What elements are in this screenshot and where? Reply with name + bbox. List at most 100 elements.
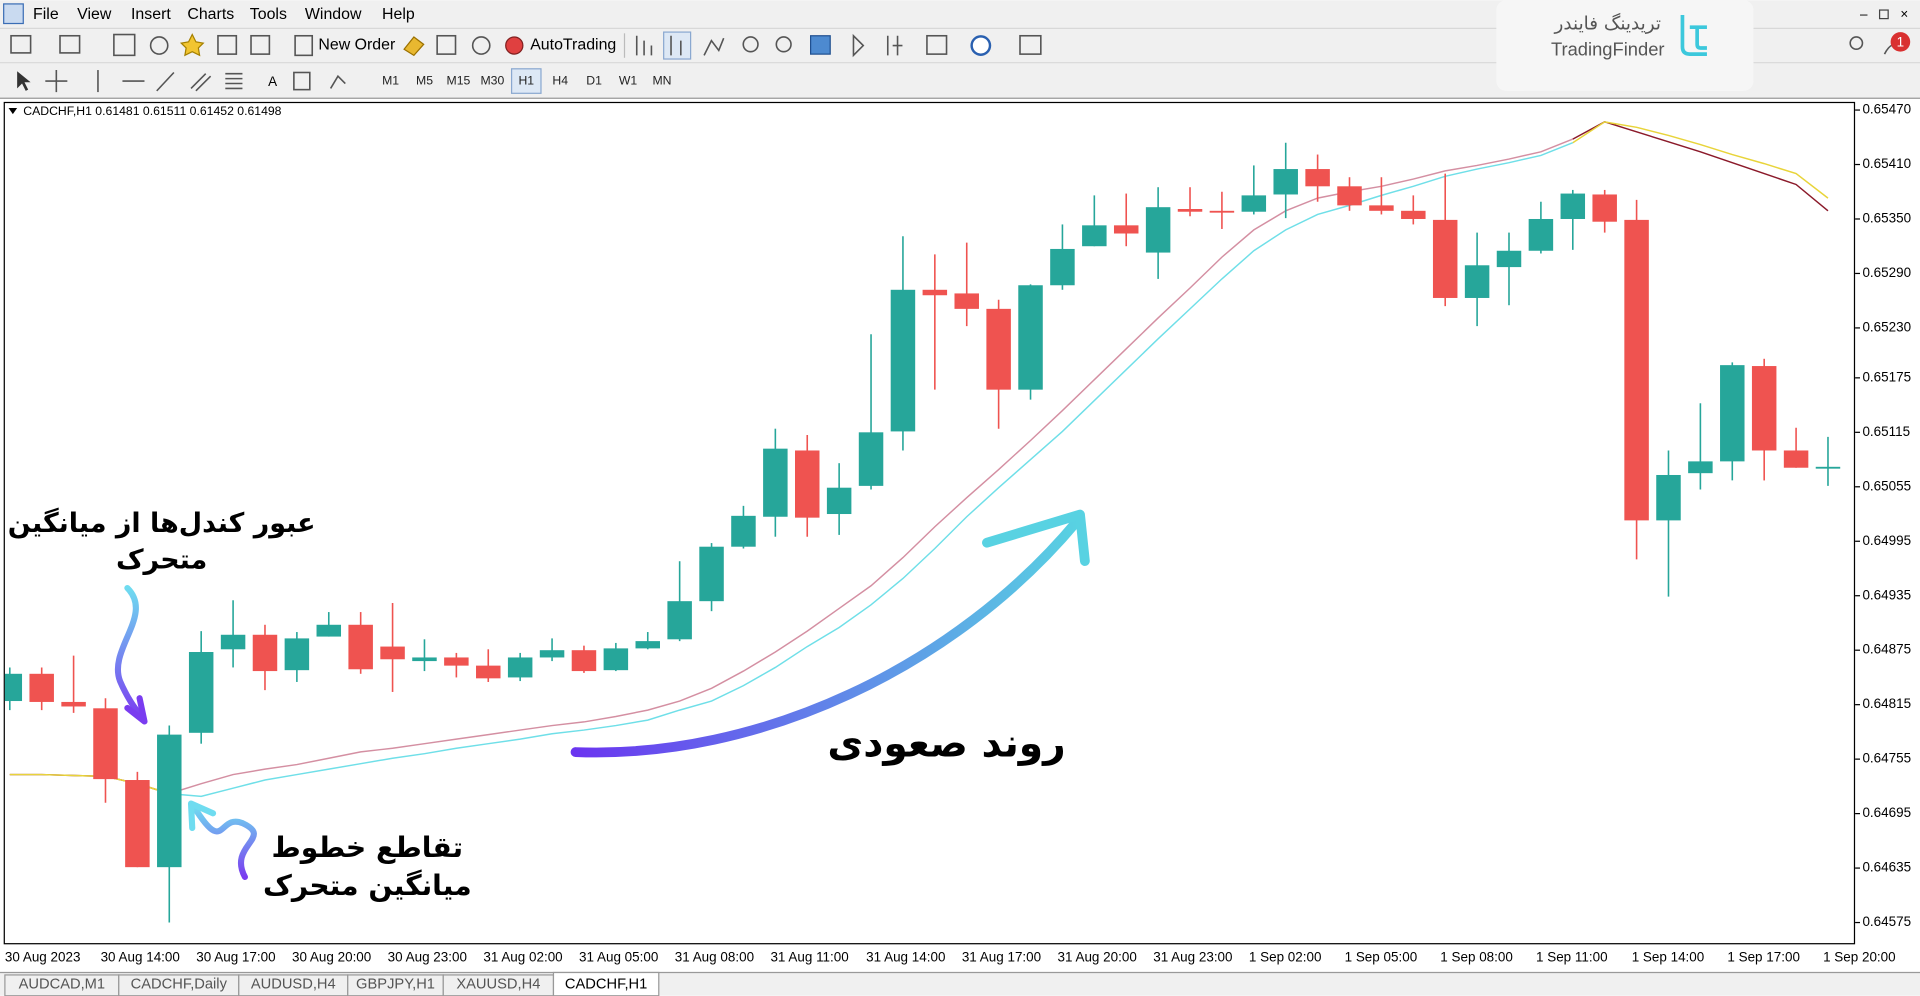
candle-body: [507, 657, 533, 678]
icon[interactable]: [886, 35, 903, 56]
candle-body: [795, 450, 820, 518]
tab[interactable]: CADCHF,Daily: [131, 977, 228, 993]
tab[interactable]: CADCHF,H1: [565, 977, 647, 993]
icon[interactable]: [670, 35, 682, 56]
app-icon: [3, 3, 24, 25]
minimize[interactable]: –: [1860, 7, 1868, 22]
y-tick-label: 0.65290: [1862, 265, 1911, 280]
y-tick-label: 0.65470: [1862, 102, 1911, 117]
candle-body: [1113, 225, 1139, 234]
y-tick-label: 0.64695: [1862, 805, 1911, 820]
timeframe[interactable]: M30: [480, 73, 504, 87]
arrows: [115, 509, 1090, 881]
icon[interactable]: [635, 35, 653, 56]
icon[interactable]: [1019, 34, 1042, 55]
menu-item[interactable]: Insert: [131, 6, 171, 23]
icon[interactable]: [59, 34, 81, 54]
timeframe[interactable]: H4: [552, 73, 568, 87]
search[interactable]: [1849, 36, 1864, 51]
icon[interactable]: [179, 33, 205, 57]
y-tick-label: 0.64815: [1862, 696, 1911, 711]
icon[interactable]: [225, 72, 243, 90]
menu-item[interactable]: Charts: [187, 6, 234, 23]
icon[interactable]: [293, 71, 311, 91]
notification-badge[interactable]: [1890, 32, 1911, 52]
icon[interactable]: [329, 74, 346, 89]
candle-body: [571, 650, 597, 672]
icon[interactable]: [505, 36, 524, 55]
icon[interactable]: [190, 73, 212, 92]
candle-body: [1050, 248, 1075, 286]
icon[interactable]: A: [268, 74, 277, 89]
tab[interactable]: AUDCAD,M1: [19, 977, 106, 993]
icon[interactable]: [742, 36, 759, 53]
x-tick-label: 1 Sep 05:00: [1345, 949, 1418, 964]
candle-body: [29, 673, 54, 702]
timeframe[interactable]: MN: [652, 73, 671, 87]
icon[interactable]: [403, 36, 425, 57]
candle-body: [1177, 208, 1203, 212]
candle-body: [1783, 450, 1809, 468]
x-tick-label: 31 Aug 02:00: [483, 949, 562, 964]
y-tick-label: 0.65055: [1862, 478, 1911, 493]
tab[interactable]: GBPJPY,H1: [356, 977, 435, 993]
candle-body: [667, 601, 692, 640]
icon[interactable]: [250, 34, 271, 55]
candle-body: [603, 648, 629, 671]
menu-item[interactable]: Help: [382, 6, 415, 23]
candle-body: [380, 646, 405, 660]
candle-body: [1528, 218, 1554, 251]
timeframe[interactable]: D1: [586, 73, 602, 87]
menu-item[interactable]: File: [33, 6, 59, 23]
candle-body: [986, 308, 1011, 390]
close[interactable]: ×: [1900, 7, 1908, 22]
menu-item[interactable]: View: [77, 6, 112, 23]
candle-body: [826, 487, 852, 515]
icon[interactable]: [663, 31, 692, 60]
menu-item[interactable]: Tools: [250, 6, 287, 23]
icon[interactable]: [149, 36, 169, 55]
candle-body: [699, 546, 724, 602]
icon[interactable]: [471, 36, 491, 55]
menu-item[interactable]: Window: [305, 6, 362, 23]
icon[interactable]: [113, 33, 136, 57]
tab[interactable]: AUDUSD,H4: [251, 977, 336, 993]
timeframe[interactable]: M5: [416, 73, 433, 87]
icon[interactable]: [775, 36, 792, 53]
y-tick-label: 0.65175: [1862, 369, 1911, 384]
icon[interactable]: [703, 37, 725, 56]
y-tick-label: 0.64755: [1862, 751, 1911, 766]
icon[interactable]: [156, 71, 175, 92]
icon[interactable]: [10, 34, 32, 54]
y-tick-label: 0.64935: [1862, 587, 1911, 602]
menu-bar: File View Insert Charts Tools Window Help: [33, 6, 415, 23]
tab[interactable]: XAUUSD,H4: [456, 977, 540, 993]
new-order[interactable]: New Order: [318, 37, 396, 54]
candle-body: [188, 652, 214, 733]
timeframe[interactable]: M1: [382, 73, 399, 87]
arrow: [115, 584, 146, 721]
timeframe[interactable]: W1: [619, 73, 638, 87]
candle-body: [412, 657, 437, 662]
candle-body: [1560, 193, 1586, 219]
icon[interactable]: [45, 70, 68, 93]
timeframe[interactable]: H1: [518, 73, 534, 87]
icon[interactable]: [852, 33, 865, 58]
autotrading[interactable]: AutoTrading: [530, 37, 616, 54]
candle-body: [1432, 219, 1458, 298]
icon[interactable]: [17, 71, 31, 91]
icon[interactable]: [217, 34, 238, 55]
icon[interactable]: [926, 34, 948, 55]
candle-body: [1369, 205, 1394, 211]
candle-body: [157, 734, 182, 868]
candle-body: [1751, 366, 1777, 451]
icon[interactable]: [436, 34, 457, 55]
x-tick-label: 31 Aug 14:00: [866, 949, 945, 964]
icon[interactable]: [294, 34, 314, 57]
icon[interactable]: [810, 35, 831, 55]
icon[interactable]: [970, 35, 992, 56]
candle-body: [1082, 225, 1107, 247]
timeframe[interactable]: M15: [447, 73, 471, 87]
restore[interactable]: [1878, 9, 1889, 20]
